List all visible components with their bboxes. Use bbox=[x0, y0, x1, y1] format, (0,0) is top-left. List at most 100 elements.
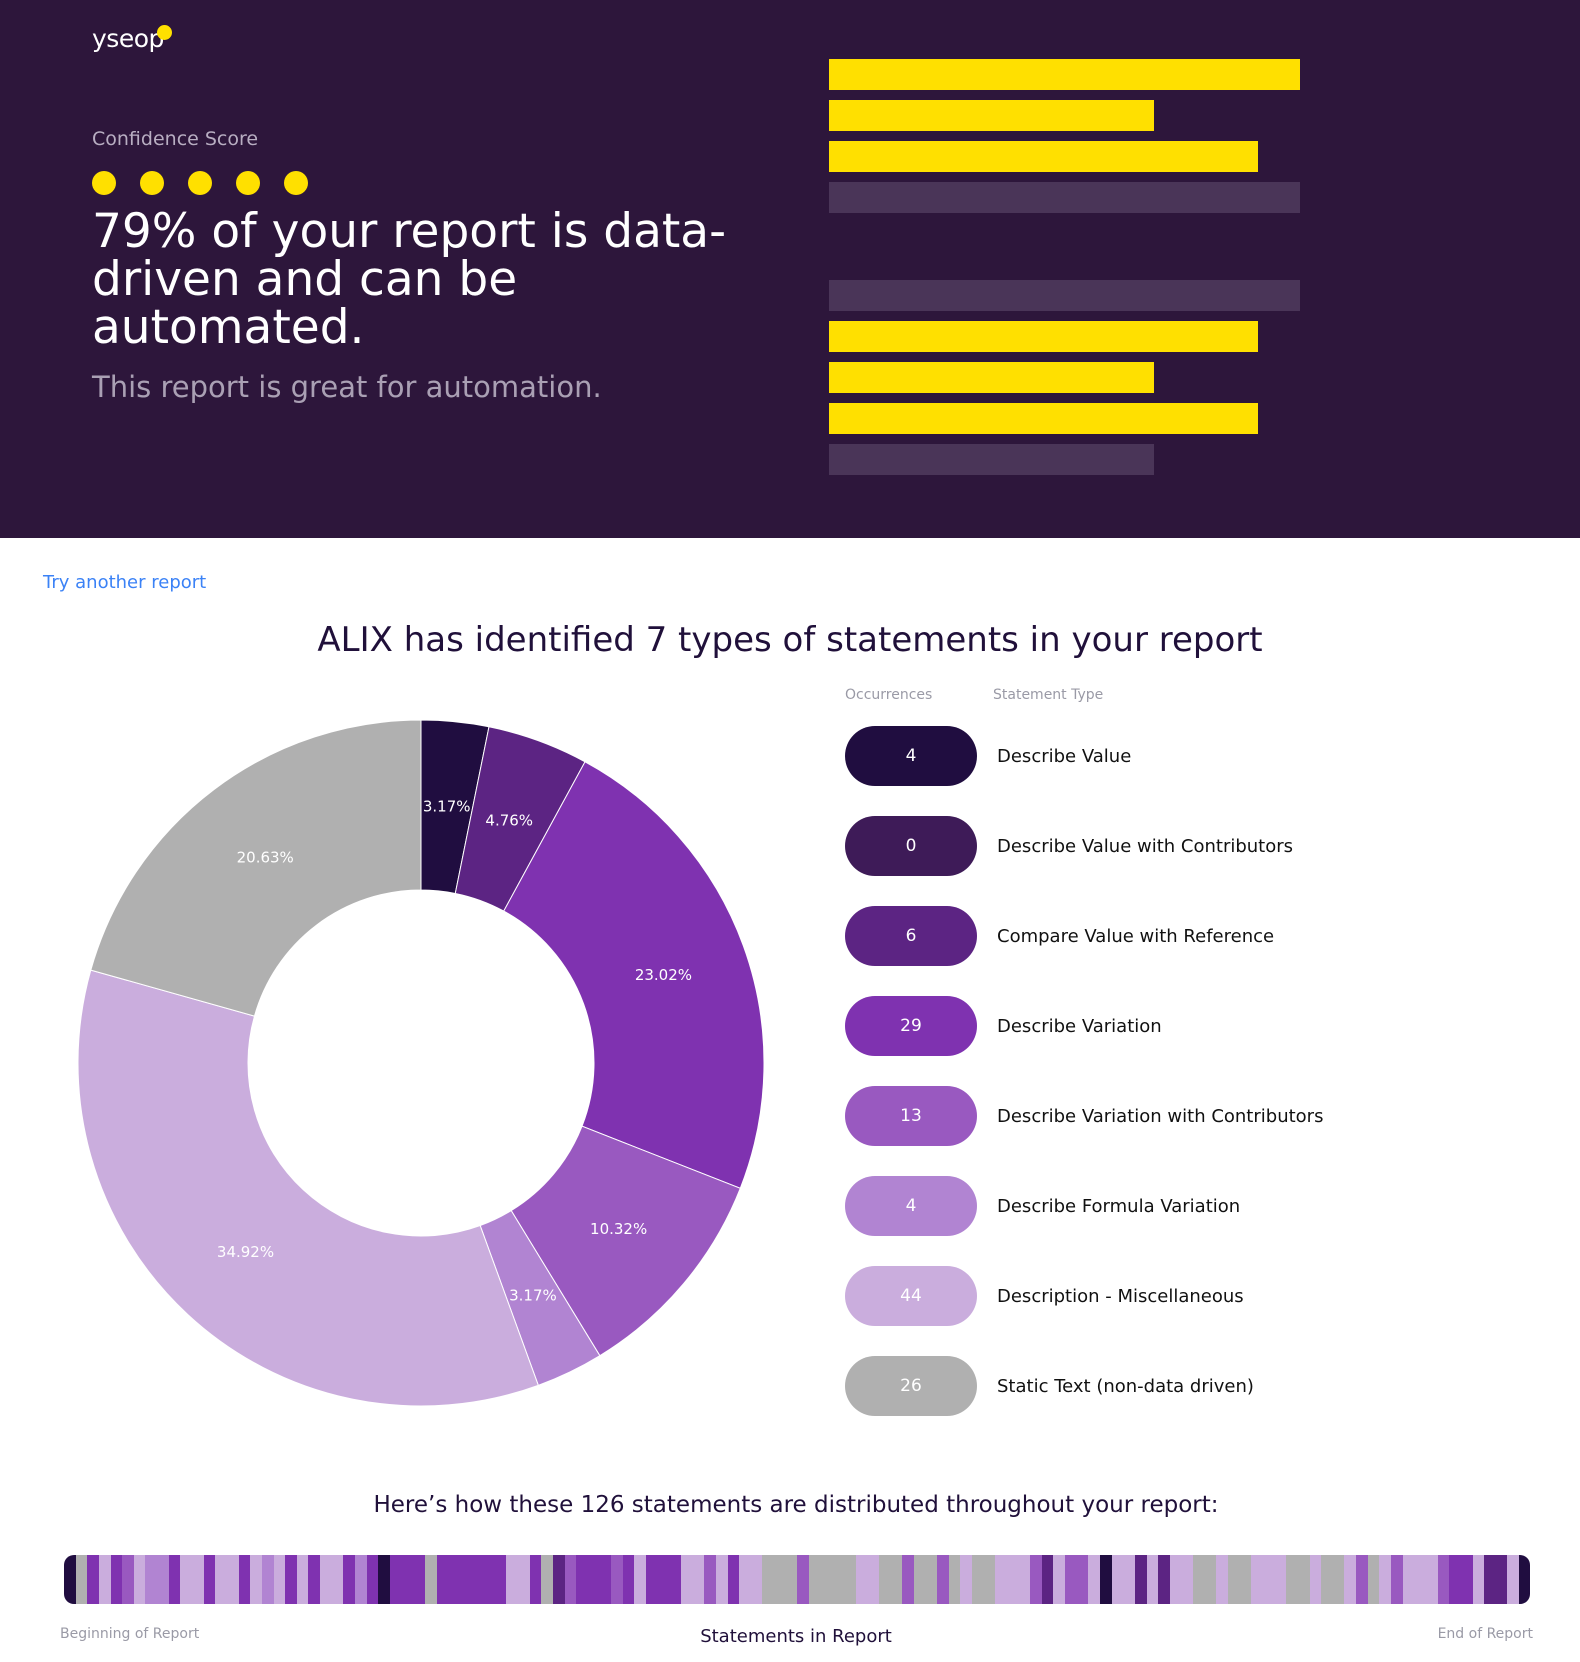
confidence-dot bbox=[236, 171, 260, 195]
statement-type-label: Describe Value with Contributors bbox=[997, 835, 1294, 857]
slice-label: 3.17% bbox=[423, 797, 471, 815]
slice-label: 10.32% bbox=[590, 1220, 647, 1238]
statement-segment bbox=[1123, 1555, 1135, 1604]
confidence-label: Confidence Score bbox=[92, 128, 259, 150]
statement-segment bbox=[599, 1555, 612, 1604]
statement-segment bbox=[296, 1555, 309, 1604]
statement-segment bbox=[960, 1555, 972, 1604]
statement-segment bbox=[948, 1555, 961, 1604]
statement-segment bbox=[389, 1555, 402, 1604]
statement-segment bbox=[215, 1555, 227, 1604]
statement-segment bbox=[1076, 1555, 1089, 1604]
legend-row: 4 Describe Value bbox=[845, 726, 1131, 786]
statement-segment bbox=[1309, 1555, 1322, 1604]
slice-label: 34.92% bbox=[217, 1243, 274, 1261]
statement-segment bbox=[285, 1555, 297, 1604]
statement-type-label: Compare Value with Reference bbox=[997, 925, 1275, 947]
occurrence-pill: 0 bbox=[845, 816, 977, 876]
statement-segment bbox=[308, 1555, 321, 1604]
statement-segment bbox=[506, 1555, 518, 1604]
statement-segment bbox=[273, 1555, 286, 1604]
statement-segment bbox=[622, 1555, 635, 1604]
statement-segment bbox=[459, 1555, 472, 1604]
legend-row: 4 Describe Formula Variation bbox=[845, 1176, 1240, 1236]
statement-segment bbox=[366, 1555, 379, 1604]
statement-type-label: Describe Variation with Contributors bbox=[997, 1105, 1324, 1127]
decor-bar bbox=[829, 403, 1258, 434]
statement-segment bbox=[1216, 1555, 1229, 1604]
statement-segment bbox=[238, 1555, 251, 1604]
statement-segment bbox=[809, 1555, 821, 1604]
statement-segment bbox=[587, 1555, 600, 1604]
statement-segment bbox=[1006, 1555, 1019, 1604]
statement-segment bbox=[1251, 1555, 1263, 1604]
statement-segment bbox=[1239, 1555, 1252, 1604]
statement-segment bbox=[378, 1555, 390, 1604]
statement-segment bbox=[529, 1555, 542, 1604]
statement-segment bbox=[192, 1555, 204, 1604]
decor-bar bbox=[829, 59, 1300, 90]
statement-segment bbox=[855, 1555, 868, 1604]
statement-segment bbox=[1472, 1555, 1485, 1604]
slice-label: 3.17% bbox=[509, 1286, 557, 1304]
statement-segment bbox=[820, 1555, 833, 1604]
decor-bar bbox=[829, 182, 1300, 213]
statement-segment bbox=[995, 1555, 1007, 1604]
statement-segment bbox=[1321, 1555, 1333, 1604]
statement-segment bbox=[646, 1555, 658, 1604]
statement-segment bbox=[890, 1555, 903, 1604]
statement-type-label: Static Text (non-data driven) bbox=[997, 1375, 1254, 1397]
statement-segment bbox=[1484, 1555, 1496, 1604]
statement-segment bbox=[64, 1555, 76, 1604]
decor-bar bbox=[829, 444, 1154, 475]
statement-segment bbox=[331, 1555, 344, 1604]
statement-segment bbox=[75, 1555, 88, 1604]
statement-segment bbox=[1158, 1555, 1170, 1604]
statement-segment bbox=[750, 1555, 763, 1604]
donut-slice[interactable] bbox=[90, 719, 422, 1017]
confidence-dot bbox=[92, 171, 116, 195]
statement-segment bbox=[983, 1555, 996, 1604]
statement-segment bbox=[727, 1555, 740, 1604]
statement-segment bbox=[355, 1555, 367, 1604]
statement-segment bbox=[1181, 1555, 1194, 1604]
logo-speech-bubble-icon bbox=[157, 25, 172, 40]
legend-row: 0 Describe Value with Contributors bbox=[845, 816, 1293, 876]
occurrence-pill: 4 bbox=[845, 1176, 977, 1236]
statement-segment bbox=[133, 1555, 146, 1604]
statement-segment bbox=[87, 1555, 99, 1604]
statement-segment bbox=[494, 1555, 507, 1604]
statement-segment bbox=[1402, 1555, 1415, 1604]
statement-type-label: Describe Variation bbox=[997, 1015, 1162, 1037]
slice-label: 20.63% bbox=[237, 848, 294, 866]
statement-segment bbox=[1437, 1555, 1450, 1604]
end-label: End of Report bbox=[1437, 1626, 1533, 1642]
statement-type-header: Statement Type bbox=[993, 687, 1104, 703]
axis-label: Statements in Report bbox=[700, 1626, 892, 1647]
statement-segment bbox=[1274, 1555, 1287, 1604]
slice-label: 23.02% bbox=[635, 966, 692, 984]
donut-slice[interactable] bbox=[77, 969, 539, 1407]
statement-segment bbox=[413, 1555, 425, 1604]
statement-segment bbox=[517, 1555, 530, 1604]
statement-segment bbox=[937, 1555, 949, 1604]
occurrence-pill: 13 bbox=[845, 1086, 977, 1146]
statement-segment bbox=[110, 1555, 123, 1604]
statement-segment bbox=[1344, 1555, 1357, 1604]
statement-segment bbox=[1332, 1555, 1345, 1604]
statement-segment bbox=[157, 1555, 169, 1604]
legend-row: 13 Describe Variation with Contributors bbox=[845, 1086, 1323, 1146]
donut-slice[interactable] bbox=[503, 761, 765, 1189]
beginning-label: Beginning of Report bbox=[60, 1626, 200, 1642]
statement-segment bbox=[552, 1555, 565, 1604]
statement-segment bbox=[1041, 1555, 1054, 1604]
confidence-dot bbox=[284, 171, 308, 195]
hero-banner: yseop Confidence Score 79% of your repor… bbox=[0, 0, 1580, 538]
statement-segment bbox=[692, 1555, 705, 1604]
statement-segment bbox=[704, 1555, 716, 1604]
statement-segment bbox=[669, 1555, 681, 1604]
statement-segment bbox=[1169, 1555, 1182, 1604]
decor-bar bbox=[829, 362, 1154, 393]
decor-bar bbox=[829, 321, 1258, 352]
try-another-report-link[interactable]: Try another report bbox=[43, 572, 207, 593]
